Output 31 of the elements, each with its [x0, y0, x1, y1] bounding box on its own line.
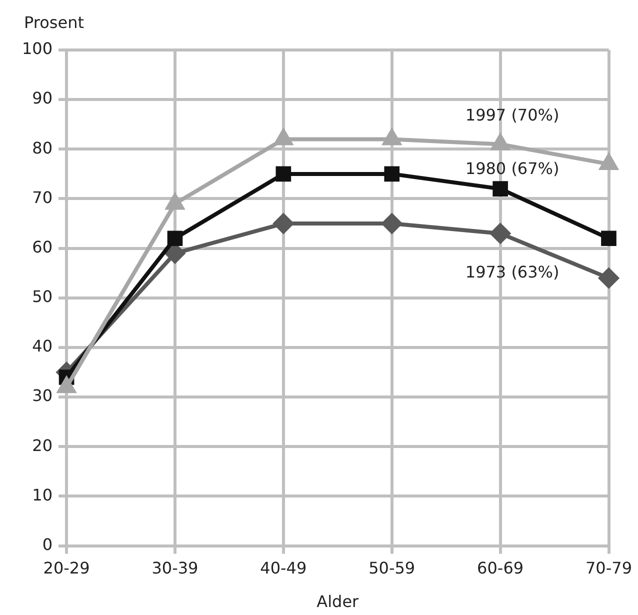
x-tick-label: 40-49 — [260, 558, 307, 578]
series-label: 1973 (63%) — [465, 262, 560, 282]
y-tick-label: 40 — [32, 336, 53, 356]
y-tick-label: 0 — [42, 534, 53, 554]
y-tick-label: 30 — [32, 386, 53, 406]
point — [276, 166, 292, 182]
point — [382, 214, 402, 234]
y-tick-label: 90 — [32, 88, 53, 108]
y-tick-label: 50 — [32, 287, 53, 306]
y-tick-label: 20 — [32, 436, 53, 455]
x-tick-label: 60-69 — [477, 558, 524, 578]
series-label: 1980 (67%) — [465, 158, 560, 178]
point — [601, 230, 616, 246]
point — [167, 230, 183, 246]
y-tick-label: 100 — [22, 39, 53, 58]
y-tick-label: 80 — [32, 138, 53, 158]
series-label: 1997 (70%) — [465, 105, 560, 124]
point — [490, 223, 510, 244]
x-axis-title: Alder — [316, 592, 360, 612]
point — [273, 214, 294, 234]
x-tick-label: 50-59 — [368, 558, 416, 578]
y-tick-label: 60 — [32, 237, 53, 256]
point — [492, 181, 508, 196]
y-axis-title: Prosent — [24, 13, 84, 32]
x-tick-label: 20-29 — [43, 558, 90, 578]
point — [384, 166, 400, 182]
y-tick-label: 10 — [32, 485, 53, 504]
x-tick-label: 30-39 — [152, 558, 198, 578]
x-tick-label: 70-79 — [586, 558, 632, 578]
point — [598, 268, 619, 288]
y-tick-label: 70 — [32, 188, 53, 207]
